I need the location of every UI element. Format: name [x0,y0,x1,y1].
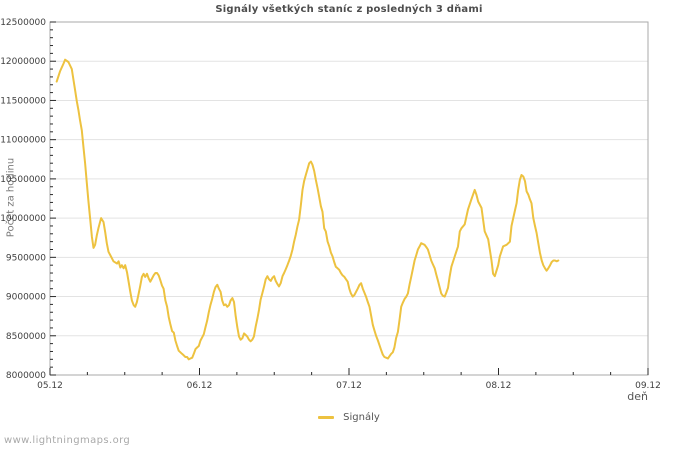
legend: Signály [50,412,648,423]
legend-label: Signály [343,412,380,423]
x-tick-labels: 05.12 06.12 07.12 08.12 09.12 [37,381,661,391]
svg-text:8000000: 8000000 [6,371,46,381]
legend-line-swatch [318,416,335,419]
svg-text:12000000: 12000000 [0,57,46,67]
svg-text:11000000: 11000000 [0,136,46,146]
svg-text:10000000: 10000000 [0,214,46,224]
chart-title: Signály všetkých staníc z posledných 3 d… [215,4,483,15]
svg-text:06.12: 06.12 [187,381,213,391]
x-axis-title: deň [627,390,648,403]
x-ticks [49,368,649,375]
svg-text:07.12: 07.12 [336,381,362,391]
y-tick-labels: 8000000 8500000 9000000 9500000 10000000 1050… [0,18,46,381]
svg-text:09.12: 09.12 [635,381,661,391]
svg-text:9500000: 9500000 [6,253,46,263]
svg-text:9000000: 9000000 [6,293,46,303]
y-gridlines [50,21,648,376]
svg-text:10500000: 10500000 [0,175,46,185]
plot-border [49,21,649,376]
watermark: www.lightningmaps.org [4,435,131,446]
series-line-signály [55,58,560,361]
svg-text:08.12: 08.12 [486,381,512,391]
svg-text:8500000: 8500000 [6,332,46,342]
svg-text:05.12: 05.12 [37,381,63,391]
svg-text:12500000: 12500000 [0,18,46,28]
svg-text:11500000: 11500000 [0,96,46,106]
y-ticks [50,21,56,376]
